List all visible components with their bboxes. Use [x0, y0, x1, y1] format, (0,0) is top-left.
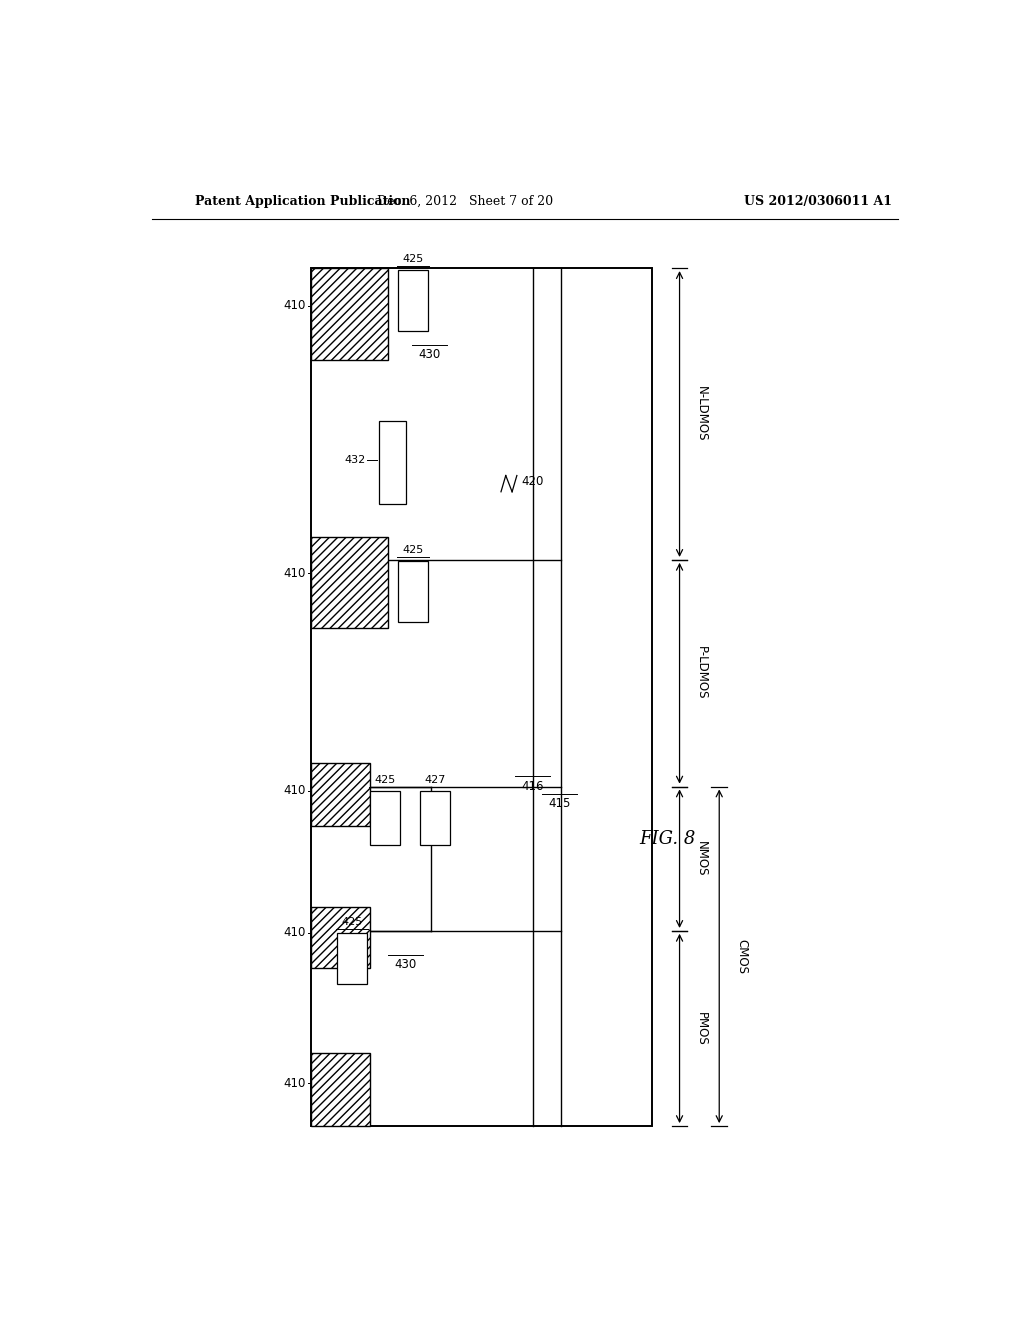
Bar [337, 933, 367, 983]
Bar [397, 561, 428, 622]
Bar [379, 421, 406, 504]
Text: NMOS: NMOS [695, 841, 709, 876]
Bar [310, 1053, 370, 1126]
Bar [310, 268, 388, 359]
Bar [310, 536, 388, 628]
Text: Patent Application Publication: Patent Application Publication [196, 194, 411, 207]
Text: 410: 410 [284, 927, 306, 940]
Text: 425: 425 [402, 255, 424, 264]
Text: 432: 432 [344, 455, 366, 465]
Text: 420: 420 [521, 475, 544, 488]
Bar [370, 791, 400, 846]
Text: 410: 410 [284, 784, 306, 797]
Bar [397, 271, 428, 331]
Text: 410: 410 [284, 566, 306, 579]
Text: 425: 425 [402, 545, 424, 554]
Text: 416: 416 [521, 780, 544, 793]
Text: P-LDMOS: P-LDMOS [695, 647, 709, 700]
Text: N-LDMOS: N-LDMOS [695, 387, 709, 442]
Text: 430: 430 [419, 348, 440, 362]
Bar [310, 763, 370, 826]
Text: 410: 410 [284, 1077, 306, 1090]
Text: 415: 415 [549, 797, 571, 810]
Text: 427: 427 [424, 775, 445, 784]
Text: CMOS: CMOS [735, 939, 748, 974]
Text: Dec. 6, 2012   Sheet 7 of 20: Dec. 6, 2012 Sheet 7 of 20 [377, 194, 553, 207]
Text: 425: 425 [375, 775, 395, 784]
Text: 430: 430 [394, 958, 417, 972]
Text: FIG. 8: FIG. 8 [639, 830, 696, 849]
Text: US 2012/0306011 A1: US 2012/0306011 A1 [744, 194, 893, 207]
Bar [310, 268, 652, 1126]
Text: 425: 425 [341, 917, 362, 927]
Bar [310, 907, 370, 969]
Text: 410: 410 [284, 300, 306, 313]
Bar [420, 791, 451, 846]
Text: PMOS: PMOS [695, 1011, 709, 1045]
